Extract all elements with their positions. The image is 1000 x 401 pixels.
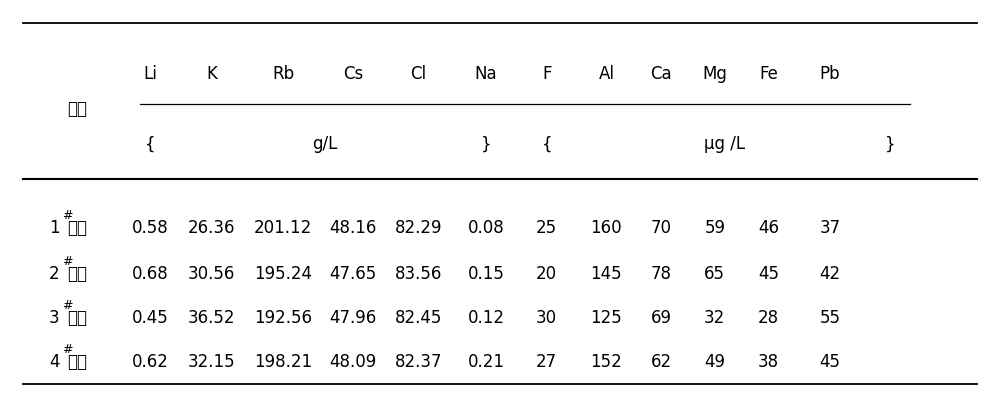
Text: 28: 28 — [758, 308, 779, 326]
Text: 45: 45 — [758, 264, 779, 282]
Text: 36.52: 36.52 — [188, 308, 235, 326]
Text: Rb: Rb — [272, 65, 294, 82]
Text: 溶液: 溶液 — [67, 218, 87, 236]
Text: 82.45: 82.45 — [395, 308, 442, 326]
Text: Cl: Cl — [410, 65, 427, 82]
Text: 45: 45 — [820, 352, 841, 370]
Text: μg /L: μg /L — [704, 135, 745, 153]
Text: g/L: g/L — [312, 135, 338, 153]
Text: 70: 70 — [651, 218, 672, 236]
Text: 152: 152 — [591, 352, 622, 370]
Text: 83.56: 83.56 — [395, 264, 442, 282]
Text: }: } — [481, 135, 491, 153]
Text: 49: 49 — [704, 352, 725, 370]
Text: 25: 25 — [536, 218, 557, 236]
Text: {: { — [541, 135, 552, 153]
Text: Fe: Fe — [759, 65, 778, 82]
Text: 32: 32 — [704, 308, 725, 326]
Text: Ca: Ca — [650, 65, 672, 82]
Text: K: K — [206, 65, 217, 82]
Text: 4: 4 — [49, 352, 59, 370]
Text: Al: Al — [598, 65, 614, 82]
Text: 溶液: 溶液 — [67, 264, 87, 282]
Text: 溶液: 溶液 — [67, 308, 87, 326]
Text: F: F — [542, 65, 551, 82]
Text: 55: 55 — [820, 308, 841, 326]
Text: 溶液: 溶液 — [67, 100, 87, 117]
Text: Pb: Pb — [820, 65, 840, 82]
Text: 59: 59 — [704, 218, 725, 236]
Text: 78: 78 — [651, 264, 672, 282]
Text: 0.15: 0.15 — [468, 264, 505, 282]
Text: 82.29: 82.29 — [395, 218, 442, 236]
Text: 0.62: 0.62 — [132, 352, 168, 370]
Text: 27: 27 — [536, 352, 557, 370]
Text: 47.96: 47.96 — [329, 308, 376, 326]
Text: 20: 20 — [536, 264, 557, 282]
Text: 0.12: 0.12 — [468, 308, 505, 326]
Text: 46: 46 — [758, 218, 779, 236]
Text: 62: 62 — [651, 352, 672, 370]
Text: #: # — [62, 298, 73, 311]
Text: 160: 160 — [591, 218, 622, 236]
Text: 0.21: 0.21 — [468, 352, 505, 370]
Text: 37: 37 — [820, 218, 841, 236]
Text: 30: 30 — [536, 308, 557, 326]
Text: 82.37: 82.37 — [395, 352, 442, 370]
Text: 48.16: 48.16 — [329, 218, 377, 236]
Text: }: } — [885, 135, 895, 153]
Text: 0.45: 0.45 — [132, 308, 168, 326]
Text: 38: 38 — [758, 352, 779, 370]
Text: Li: Li — [143, 65, 157, 82]
Text: 0.58: 0.58 — [132, 218, 168, 236]
Text: 30.56: 30.56 — [188, 264, 235, 282]
Text: 198.21: 198.21 — [254, 352, 312, 370]
Text: 0.08: 0.08 — [468, 218, 504, 236]
Text: 26.36: 26.36 — [188, 218, 235, 236]
Text: 201.12: 201.12 — [254, 218, 312, 236]
Text: #: # — [62, 342, 73, 355]
Text: 0.68: 0.68 — [132, 264, 168, 282]
Text: 32.15: 32.15 — [188, 352, 235, 370]
Text: 125: 125 — [591, 308, 622, 326]
Text: Mg: Mg — [702, 65, 727, 82]
Text: 溶液: 溶液 — [67, 352, 87, 370]
Text: 2: 2 — [49, 264, 59, 282]
Text: 3: 3 — [49, 308, 59, 326]
Text: 195.24: 195.24 — [254, 264, 312, 282]
Text: 145: 145 — [591, 264, 622, 282]
Text: 192.56: 192.56 — [254, 308, 312, 326]
Text: #: # — [62, 208, 73, 221]
Text: #: # — [62, 254, 73, 267]
Text: Na: Na — [475, 65, 497, 82]
Text: 42: 42 — [820, 264, 841, 282]
Text: 69: 69 — [651, 308, 672, 326]
Text: 47.65: 47.65 — [329, 264, 376, 282]
Text: 65: 65 — [704, 264, 725, 282]
Text: {: { — [145, 135, 155, 153]
Text: Cs: Cs — [343, 65, 363, 82]
Text: 1: 1 — [49, 218, 59, 236]
Text: 48.09: 48.09 — [329, 352, 376, 370]
